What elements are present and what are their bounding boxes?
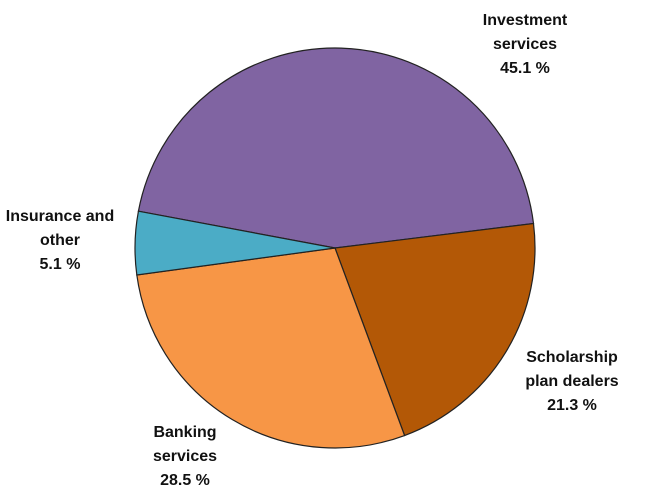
pie-slice [136,247,406,449]
category-label: Investment services [482,12,568,53]
value-label: 28.5 % [160,472,210,489]
slice-label: Banking services 28.5 % [143,421,228,493]
slice-label: Scholarship plan dealers 21.3 % [510,346,635,418]
slice-label: Insurance and other 5.1 % [0,205,125,277]
category-label: Scholarship plan dealers [525,349,619,390]
pie-slice [137,47,535,249]
value-label: 21.3 % [547,397,597,414]
category-label: Insurance and other [5,208,115,249]
value-label: 45.1 % [500,60,550,77]
slice-label: Investment services 45.1 % [465,9,585,81]
value-label: 5.1 % [39,256,81,273]
pie-slice [134,210,336,276]
category-label: Banking services [152,424,218,465]
